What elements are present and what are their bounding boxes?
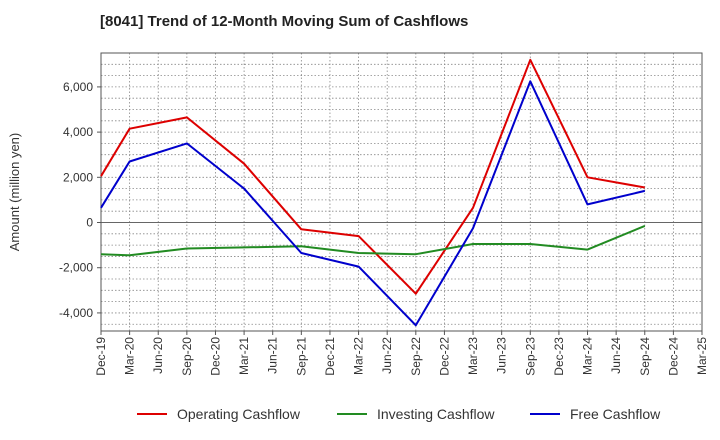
x-tick-label: Mar-20 — [123, 337, 137, 375]
y-tick-label: 0 — [86, 216, 93, 230]
series-line-investing-cashflow — [100, 224, 646, 257]
y-tick-label: 2,000 — [63, 170, 93, 184]
x-tick-label: Jun-23 — [495, 337, 509, 374]
x-tick-label: Mar-25 — [695, 337, 709, 375]
legend-label: Investing Cashflow — [377, 406, 495, 422]
x-tick-label: Mar-23 — [466, 337, 480, 375]
x-tick-label: Mar-22 — [352, 337, 366, 375]
x-tick-label: Sep-22 — [409, 337, 423, 376]
y-tick-labels: -4,000 -2,000 0 2,000 4,000 6,000 — [59, 80, 101, 320]
y-tick-label: 4,000 — [63, 125, 93, 139]
x-tick-labels: Dec-19 Mar-20 Jun-20 Sep-20 Dec-20 Mar-21 Jun-… — [94, 331, 709, 376]
x-tick-label: Sep-21 — [294, 337, 308, 376]
x-tick-label: Sep-24 — [638, 337, 652, 376]
series-line-operating-cashflow — [100, 58, 645, 295]
grid — [100, 52, 703, 331]
x-tick-label: Dec-21 — [323, 337, 337, 376]
x-tick-label: Dec-23 — [552, 337, 566, 376]
series-line-free-cashflow — [100, 80, 646, 327]
y-tick-label: -2,000 — [59, 261, 93, 275]
x-tick-label: Jun-22 — [380, 337, 394, 374]
chart-title: [8041] Trend of 12-Month Moving Sum of C… — [100, 13, 469, 30]
x-tick-label: Jun-24 — [609, 337, 623, 374]
x-tick-label: Sep-23 — [523, 337, 537, 376]
plot-frame — [100, 52, 703, 332]
y-tick-label: 6,000 — [63, 80, 93, 94]
x-tick-label: Jun-21 — [266, 337, 280, 374]
legend-label: Operating Cashflow — [177, 406, 301, 422]
x-tick-label: Dec-20 — [208, 337, 222, 376]
y-tick-label: -4,000 — [59, 306, 93, 320]
legend-label: Free Cashflow — [570, 406, 661, 422]
legend: Operating Cashflow Investing Cashflow Free… — [137, 406, 661, 422]
x-tick-label: Mar-24 — [581, 337, 595, 375]
x-tick-label: Jun-20 — [151, 337, 165, 374]
x-tick-label: Dec-19 — [94, 337, 108, 376]
x-tick-label: Mar-21 — [237, 337, 251, 375]
y-axis-label: Amount (million yen) — [7, 133, 22, 252]
x-tick-label: Dec-24 — [666, 337, 680, 376]
x-tick-label: Dec-22 — [437, 337, 451, 376]
series-lines — [100, 58, 646, 327]
x-tick-label: Sep-20 — [180, 337, 194, 376]
